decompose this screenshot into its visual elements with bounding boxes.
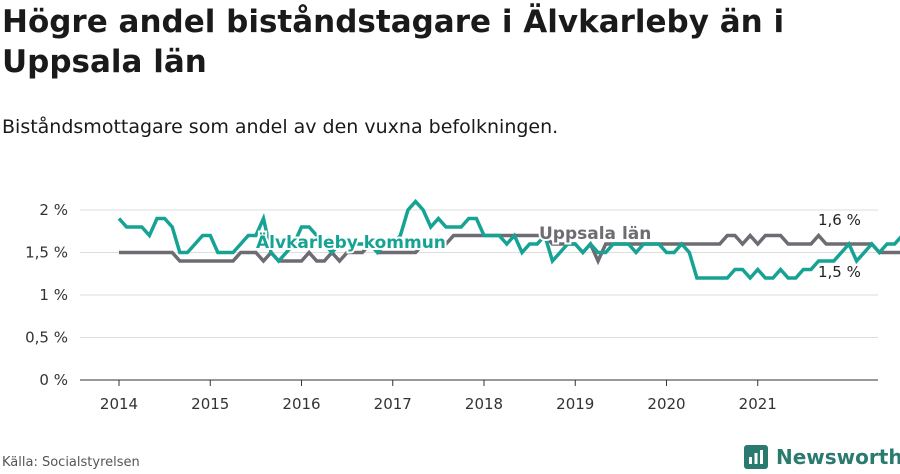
series-labels: Älvkarleby kommun Uppsala län 1,6 % 1,5 %	[254, 211, 861, 281]
grid-lines	[80, 209, 878, 338]
x-tick-label: 2014	[100, 395, 138, 413]
end-value-uppsala: 1,5 %	[818, 263, 861, 281]
series-label-uppsala: Uppsala län	[539, 224, 651, 244]
x-tick-label: 2021	[739, 395, 777, 413]
series-line	[117, 198, 900, 281]
brand-logo[interactable]: Newsworthy	[744, 441, 900, 473]
y-tick-label: 2 %	[39, 201, 68, 219]
y-tick-label: 0,5 %	[25, 329, 68, 347]
x-tick-label: 2017	[374, 395, 412, 413]
series-lines	[117, 198, 900, 281]
y-tick-label: 1 %	[39, 286, 68, 304]
y-axis-tick-labels: 0 % 0,5 % 1 % 1,5 % 2 %	[25, 201, 68, 389]
x-tick-label: 2019	[556, 395, 594, 413]
source-note: Källa: Socialstyrelsen	[2, 455, 140, 470]
x-tick-label: 2020	[647, 395, 685, 413]
newsworthy-logo-icon	[744, 445, 768, 469]
x-tick-label: 2016	[282, 395, 320, 413]
end-value-alvkarleby: 1,6 %	[818, 211, 861, 229]
x-tick-label: 2018	[465, 395, 503, 413]
x-tick-label: 2015	[191, 395, 229, 413]
y-tick-label: 0 %	[39, 371, 68, 389]
x-axis-ticks: 2014 2015 2016 2017 2018 2019 2020 2021	[100, 380, 777, 413]
chart-title: Högre andel biståndstagare i Älvkarleby …	[2, 4, 785, 80]
y-tick-label: 1,5 %	[25, 244, 68, 262]
chart-subtitle: Biståndsmottagare som andel av den vuxna…	[2, 116, 559, 138]
brand-name: Newsworthy	[776, 445, 900, 469]
series-label-alvkarleby: Älvkarleby kommun	[256, 231, 446, 253]
